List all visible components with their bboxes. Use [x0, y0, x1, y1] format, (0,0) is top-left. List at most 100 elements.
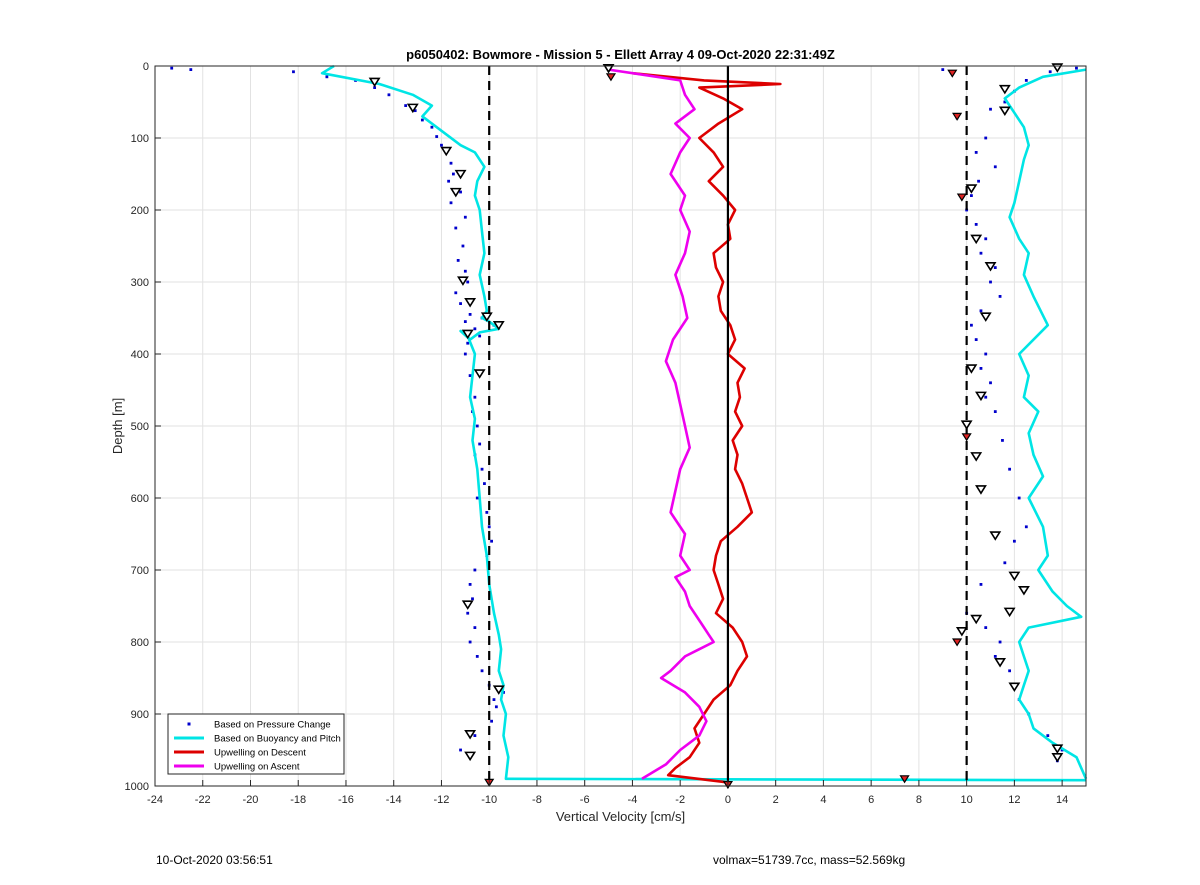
- data-point-based-on-pressure-change: [463, 352, 467, 356]
- open-triangle-marker: [979, 312, 992, 322]
- x-tick-label: -18: [290, 794, 306, 806]
- data-point-based-on-pressure-change: [463, 320, 467, 323]
- open-triangle-marker: [464, 297, 477, 308]
- y-tick-label: 400: [131, 349, 149, 361]
- data-point-based-on-pressure-change: [1003, 100, 1007, 104]
- data-point-based-on-pressure-change: [454, 226, 458, 230]
- data-point-based-on-pressure-change: [984, 395, 988, 399]
- data-point-based-on-pressure-change: [480, 467, 484, 471]
- open-triangle-marker: [492, 685, 505, 695]
- x-tick-label: -12: [434, 794, 450, 806]
- data-point-based-on-pressure-change: [373, 86, 377, 89]
- data-point-based-on-pressure-change: [941, 68, 945, 71]
- data-point-based-on-pressure-change: [463, 269, 467, 273]
- legend-label-based-on-buoyancy-and-pitch: Based on Buoyancy and Pitch: [214, 734, 341, 745]
- data-point-based-on-pressure-change: [989, 107, 992, 111]
- open-triangle-marker: [461, 600, 474, 610]
- data-point-based-on-pressure-change: [468, 583, 472, 586]
- open-triangle-marker: [464, 751, 477, 762]
- open-triangle-marker: [970, 234, 983, 245]
- x-tick-label: -22: [195, 794, 211, 806]
- data-point-based-on-pressure-change: [984, 352, 988, 356]
- data-point-based-on-pressure-change: [974, 151, 978, 154]
- x-tick-label: -6: [580, 794, 590, 806]
- open-triangle-marker: [492, 321, 505, 331]
- footer-timestamp: 10-Oct-2020 03:56:51: [156, 853, 273, 867]
- open-triangle-marker: [965, 184, 978, 194]
- filled-triangle-marker: [899, 775, 910, 784]
- data-point-based-on-pressure-change: [979, 251, 983, 255]
- data-point-based-on-pressure-change: [1024, 525, 1028, 529]
- y-tick-label: 900: [131, 709, 149, 721]
- series-line-upwelling-on-ascent: [608, 68, 715, 780]
- x-axis-label: Vertical Velocity [cm/s]: [556, 809, 685, 824]
- filled-triangle-marker: [952, 638, 963, 647]
- data-point-based-on-pressure-change: [466, 611, 470, 615]
- data-point-based-on-pressure-change: [490, 719, 493, 723]
- x-tick-label: 10: [961, 794, 973, 806]
- data-point-based-on-pressure-change: [989, 280, 992, 284]
- open-triangle-marker: [955, 627, 968, 637]
- data-point-based-on-pressure-change: [993, 655, 997, 658]
- y-tick-label: 100: [131, 133, 149, 145]
- open-triangle-marker: [975, 391, 987, 402]
- open-triangle-marker: [602, 63, 615, 74]
- data-point-based-on-pressure-change: [1046, 734, 1050, 737]
- data-point-based-on-pressure-change: [475, 496, 479, 500]
- open-triangle-marker: [449, 187, 462, 198]
- data-point-based-on-pressure-change: [977, 179, 980, 183]
- x-tick-label: -16: [338, 794, 354, 806]
- filled-triangle-marker: [956, 193, 967, 202]
- data-point-based-on-pressure-change: [494, 705, 498, 709]
- data-point-based-on-pressure-change: [998, 640, 1002, 644]
- data-point-based-on-pressure-change: [480, 669, 484, 673]
- open-triangle-marker: [454, 169, 467, 180]
- filled-triangle-marker: [961, 433, 972, 442]
- data-point-based-on-pressure-change: [993, 266, 997, 269]
- y-tick-label: 500: [131, 421, 149, 433]
- data-point-based-on-pressure-change: [435, 135, 439, 138]
- x-tick-label: 4: [820, 794, 826, 806]
- y-tick-label: 0: [143, 61, 149, 73]
- open-triangle-marker: [406, 103, 419, 114]
- data-point-based-on-pressure-change: [984, 136, 988, 140]
- open-triangle-marker: [994, 657, 1007, 668]
- data-point-based-on-pressure-change: [473, 734, 477, 737]
- y-tick-label: 600: [131, 493, 149, 505]
- open-triangle-marker: [1051, 744, 1064, 754]
- legend-swatch-based-on-pressure-change: [187, 722, 191, 726]
- data-point-based-on-pressure-change: [475, 655, 479, 658]
- y-axis-label: Depth [m]: [110, 398, 125, 454]
- x-tick-label: -20: [243, 794, 259, 806]
- data-point-based-on-pressure-change: [473, 626, 477, 629]
- legend-label-upwelling-on-descent: Upwelling on Descent: [214, 748, 306, 759]
- data-point-based-on-pressure-change: [463, 215, 467, 219]
- data-point-based-on-pressure-change: [974, 338, 978, 341]
- x-tick-label: -8: [532, 794, 542, 806]
- data-point-based-on-pressure-change: [989, 381, 992, 385]
- open-triangle-marker: [975, 485, 987, 495]
- data-point-based-on-pressure-change: [461, 244, 465, 248]
- open-triangle-marker: [989, 531, 1002, 541]
- y-tick-label: 300: [131, 277, 149, 289]
- data-point-based-on-pressure-change: [459, 190, 462, 194]
- data-point-based-on-pressure-change: [292, 70, 295, 74]
- x-tick-label: -24: [147, 794, 163, 806]
- data-point-based-on-pressure-change: [1048, 70, 1052, 74]
- open-triangle-marker: [998, 106, 1011, 116]
- data-point-based-on-pressure-change: [485, 511, 489, 514]
- data-point-based-on-pressure-change: [449, 161, 453, 165]
- open-triangle-marker: [984, 261, 997, 272]
- data-point-based-on-pressure-change: [468, 640, 472, 644]
- data-point-based-on-pressure-change: [471, 597, 474, 601]
- data-point-based-on-pressure-change: [1012, 539, 1016, 543]
- data-point-based-on-pressure-change: [1003, 561, 1007, 565]
- filled-triangle-marker: [605, 73, 617, 82]
- open-triangle-marker: [1003, 607, 1016, 618]
- open-triangle-marker: [457, 276, 469, 286]
- x-tick-label: 12: [1008, 794, 1020, 806]
- data-point-based-on-pressure-change: [454, 291, 458, 295]
- data-point-based-on-pressure-change: [466, 280, 470, 284]
